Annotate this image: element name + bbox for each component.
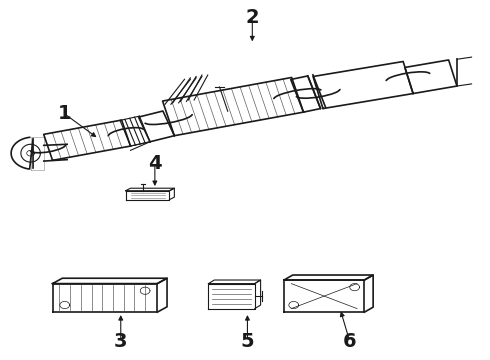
Text: 5: 5 bbox=[241, 332, 254, 351]
Text: 2: 2 bbox=[245, 8, 259, 27]
Text: 3: 3 bbox=[114, 332, 127, 351]
Text: 6: 6 bbox=[343, 332, 357, 351]
Text: 1: 1 bbox=[58, 104, 72, 123]
Text: 4: 4 bbox=[148, 154, 162, 174]
